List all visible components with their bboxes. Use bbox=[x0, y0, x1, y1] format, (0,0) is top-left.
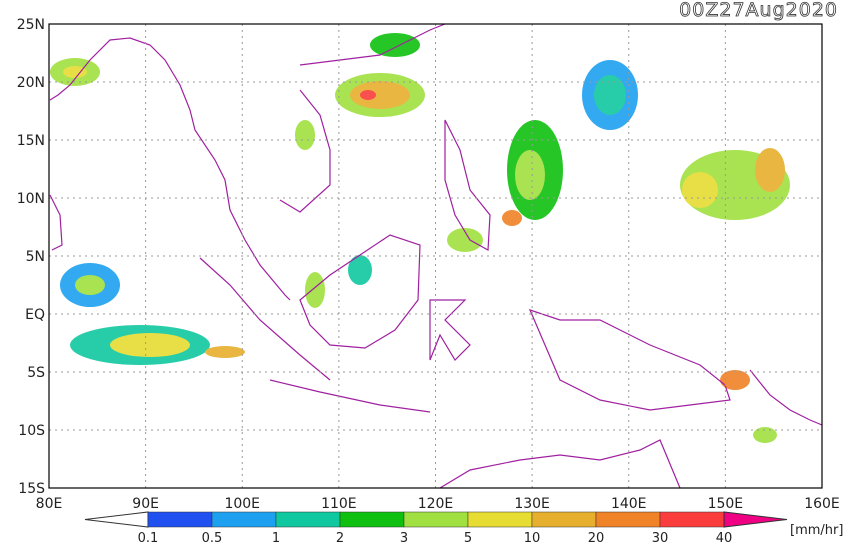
lat-label: 5N bbox=[26, 249, 45, 265]
rain-cell bbox=[502, 210, 522, 226]
coastline bbox=[49, 194, 63, 251]
lat-label: 5S bbox=[27, 365, 45, 381]
lat-label: 10N bbox=[17, 191, 45, 207]
coastline bbox=[749, 369, 823, 426]
coastline bbox=[299, 234, 421, 349]
rain-cell bbox=[348, 255, 372, 285]
colorbar-box bbox=[275, 511, 341, 528]
rain-cell bbox=[360, 90, 376, 100]
lon-label: 150E bbox=[708, 496, 744, 512]
colorbar-label: 40 bbox=[716, 531, 733, 544]
lon-label: 100E bbox=[224, 496, 260, 512]
colorbar-box bbox=[147, 511, 213, 528]
colorbar-box bbox=[403, 511, 469, 528]
lon-label: 120E bbox=[418, 496, 454, 512]
colorbar-box bbox=[339, 511, 405, 528]
rain-cell bbox=[295, 120, 315, 150]
lat-label: EQ bbox=[25, 307, 45, 323]
lon-label: 80E bbox=[36, 496, 63, 512]
coastlines bbox=[49, 23, 823, 489]
rain-cell bbox=[594, 75, 626, 115]
lon-label: 130E bbox=[514, 496, 550, 512]
grid bbox=[48, 23, 823, 489]
rain-cell bbox=[75, 275, 105, 295]
coastline bbox=[444, 119, 491, 251]
rain-cell bbox=[755, 148, 785, 192]
rain-cell bbox=[447, 228, 483, 252]
colorbar-label: 5 bbox=[464, 531, 472, 544]
coastline bbox=[429, 299, 471, 361]
colorbar-box bbox=[531, 511, 597, 528]
rain-cell bbox=[205, 346, 245, 358]
rain-cell bbox=[350, 81, 410, 109]
rain-cell bbox=[305, 272, 325, 308]
colorbar-unit: [mm/hr] bbox=[790, 523, 843, 538]
coastline bbox=[269, 379, 431, 413]
rain-cell bbox=[370, 33, 420, 57]
lat-label: 15N bbox=[17, 133, 45, 149]
colorbar-box bbox=[467, 511, 533, 528]
rain-cell bbox=[110, 333, 190, 357]
lon-label: 140E bbox=[611, 496, 647, 512]
colorbar-label: 30 bbox=[652, 531, 669, 544]
coastline bbox=[49, 37, 291, 301]
colorbar-label: 10 bbox=[524, 531, 541, 544]
rain-cell bbox=[682, 172, 718, 208]
lon-label: 110E bbox=[321, 496, 357, 512]
colorbar-label: 0.1 bbox=[138, 531, 159, 544]
colorbar-label: 2 bbox=[336, 531, 344, 544]
colorbar-over bbox=[723, 511, 788, 528]
colorbar-label: 3 bbox=[400, 531, 408, 544]
colorbar-box bbox=[659, 511, 725, 528]
colorbar-label: 20 bbox=[588, 531, 605, 544]
lat-label: 25N bbox=[17, 17, 45, 33]
rain-cell bbox=[515, 150, 545, 200]
colorbar-box bbox=[595, 511, 661, 528]
colorbar-label: 0.5 bbox=[202, 531, 223, 544]
rain-cell bbox=[63, 66, 87, 78]
colorbar-under bbox=[84, 511, 149, 528]
lat-label: 10S bbox=[18, 423, 45, 439]
map-frame bbox=[48, 23, 823, 489]
coastline bbox=[299, 23, 446, 66]
lon-label: 160E bbox=[804, 496, 840, 512]
colorbar-label: 1 bbox=[272, 531, 280, 544]
lat-label: 15S bbox=[18, 481, 45, 497]
rain-layer bbox=[50, 33, 790, 443]
coastline bbox=[439, 439, 681, 489]
coastline bbox=[528, 309, 731, 411]
rain-cell bbox=[753, 427, 777, 443]
colorbar-box bbox=[211, 511, 277, 528]
lat-label: 20N bbox=[17, 75, 45, 91]
coastline bbox=[279, 89, 331, 213]
coastline bbox=[199, 257, 331, 381]
title: 00Z27Aug2020 bbox=[679, 0, 838, 21]
lon-label: 90E bbox=[132, 496, 159, 512]
rain-cell bbox=[720, 370, 750, 390]
